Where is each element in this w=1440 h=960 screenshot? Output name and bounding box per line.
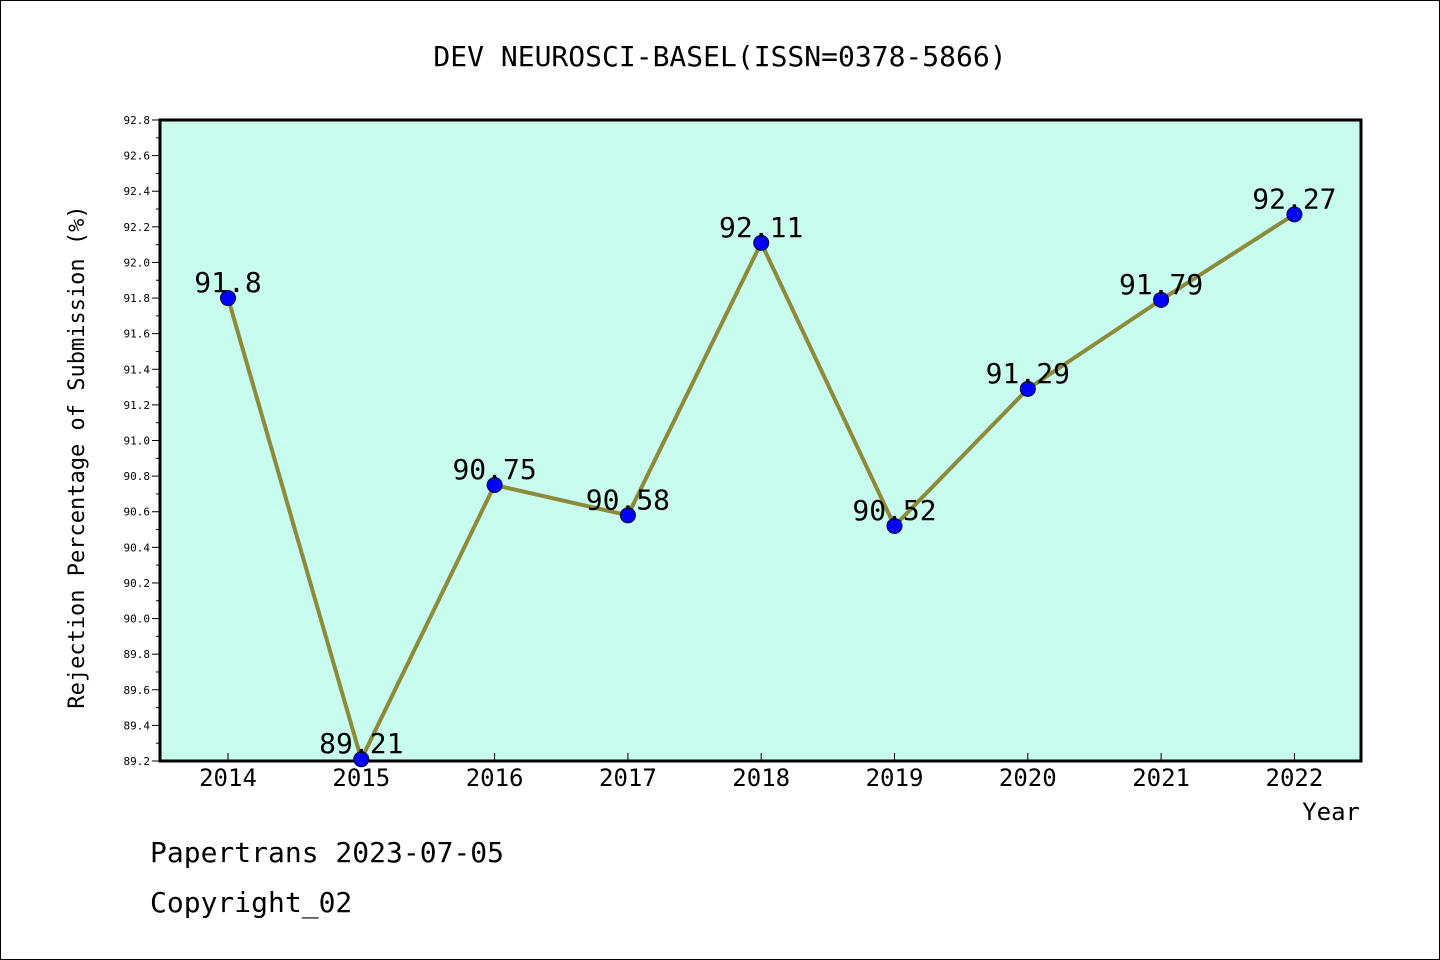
- data-point: [619, 507, 636, 524]
- data-label: 90.58: [586, 483, 670, 516]
- y-tick-label: 91.4: [124, 363, 151, 376]
- footer-copyright: Copyright_02: [150, 886, 353, 919]
- x-tick-label: 2021: [1132, 764, 1190, 792]
- y-tick-label: 92.2: [124, 221, 151, 234]
- y-axis-label: Rejection Percentage of Submission (%): [65, 205, 90, 708]
- chart-title: DEV NEUROSCI-BASEL(ISSN=0378-5866): [433, 40, 1006, 73]
- y-tick-label: 89.4: [124, 719, 151, 732]
- data-point: [1153, 291, 1170, 308]
- x-tick-label: 2015: [332, 764, 390, 792]
- y-tick-label: 92.6: [124, 150, 151, 163]
- data-point: [220, 290, 236, 307]
- data-point: [753, 234, 770, 251]
- data-point: [886, 517, 903, 534]
- footer-date: Papertrans 2023-07-05: [150, 836, 505, 869]
- y-tick-label: 90.6: [124, 506, 151, 519]
- y-tick-label: 90.0: [124, 613, 151, 626]
- data-label: 92.11: [719, 211, 803, 244]
- y-tick-label: 89.6: [124, 684, 151, 697]
- data-label: 91.29: [986, 357, 1070, 390]
- data-label: 92.27: [1252, 182, 1336, 215]
- x-tick-label: 2016: [466, 764, 524, 792]
- data-label: 91.79: [1119, 268, 1203, 301]
- y-tick-label: 90.2: [124, 577, 151, 590]
- y-tick-label: 89.8: [124, 648, 151, 661]
- data-label: 91.8: [194, 266, 261, 299]
- data-point: [486, 477, 503, 494]
- y-tick-label: 92.8: [124, 114, 151, 127]
- x-axis: 2014 2015 2016 2017 2018 2019 2020 2021 2022: [199, 753, 1323, 792]
- y-tick-label: 91.6: [124, 328, 151, 341]
- data-label: 89.21: [319, 727, 403, 760]
- y-tick-label: 91.8: [124, 292, 151, 305]
- y-tick-label: 90.8: [124, 470, 151, 483]
- y-tick-label: 92.0: [124, 256, 151, 269]
- x-tick-label: 2022: [1266, 764, 1324, 792]
- data-point: [353, 751, 370, 768]
- data-point: [1286, 206, 1303, 223]
- y-axis: 89.2 89.4 89.6 89.8 90.0 90.2 90.4 90.6 90.8 91.0…: [124, 114, 160, 768]
- x-tick-label: 2017: [599, 764, 657, 792]
- x-tick-label: 2020: [999, 764, 1057, 792]
- data-label: 90.52: [852, 494, 936, 527]
- y-tick-label: 89.2: [124, 755, 151, 768]
- plot-area: [158, 118, 1363, 763]
- x-tick-label: 2018: [732, 764, 790, 792]
- y-tick-label: 91.0: [124, 435, 151, 448]
- x-tick-label: 2019: [866, 764, 924, 792]
- x-axis-label: Year: [1302, 798, 1360, 826]
- y-tick-label: 92.4: [124, 185, 151, 198]
- y-tick-label: 91.2: [124, 399, 151, 412]
- y-tick-label: 90.4: [124, 541, 151, 554]
- data-series: [220, 206, 1303, 768]
- data-labels: 91.8 89.21 90.75 90.58 92.11 90.52 91.29 91.79 9…: [194, 182, 1336, 760]
- data-label: 90.75: [452, 453, 536, 486]
- data-point: [1019, 380, 1036, 397]
- x-tick-label: 2014: [199, 764, 257, 792]
